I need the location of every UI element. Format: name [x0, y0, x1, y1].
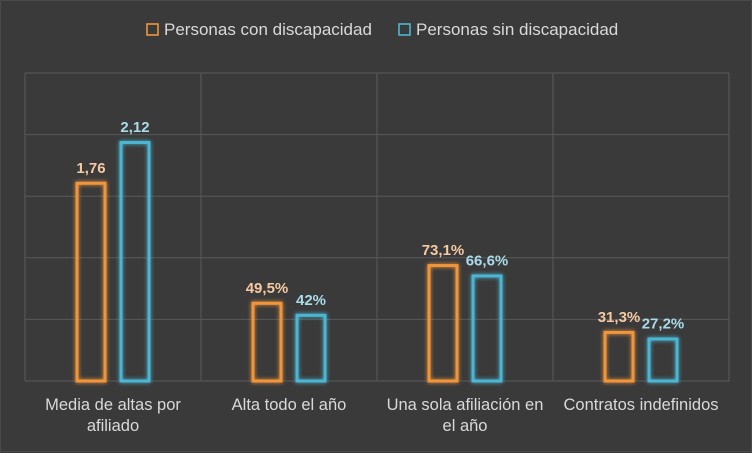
bar-con-discapacidad	[603, 330, 635, 383]
data-label: 73,1%	[422, 242, 465, 259]
bar-sin-discapacidad	[295, 313, 327, 383]
bar-sin-discapacidad	[647, 337, 679, 383]
category-label: Contratos indefinidos	[563, 396, 718, 414]
category-label: afiliado	[87, 417, 139, 435]
data-label: 66,6%	[466, 252, 509, 269]
category-label: Media de altas por	[45, 396, 181, 414]
legend-swatch	[398, 23, 411, 36]
data-label: 31,3%	[598, 309, 641, 326]
bar-con-discapacidad	[251, 301, 283, 383]
data-label: 49,5%	[246, 280, 289, 297]
data-label: 42%	[296, 292, 326, 309]
legend-swatch	[146, 23, 159, 36]
legend-label: Personas sin discapacidad	[416, 20, 618, 39]
legend-label: Personas con discapacidad	[164, 20, 372, 39]
category-label: Alta todo el año	[232, 396, 347, 414]
bar-con-discapacidad	[427, 264, 459, 383]
category-label: el año	[443, 417, 488, 435]
category-label: Una sola afiliación en	[387, 396, 544, 414]
data-label: 27,2%	[642, 315, 685, 332]
bar-con-discapacidad	[75, 181, 107, 383]
bar-sin-discapacidad	[471, 274, 503, 383]
data-label: 1,76	[76, 160, 105, 177]
data-label: 2,12	[120, 119, 149, 136]
bar-sin-discapacidad	[119, 141, 151, 383]
